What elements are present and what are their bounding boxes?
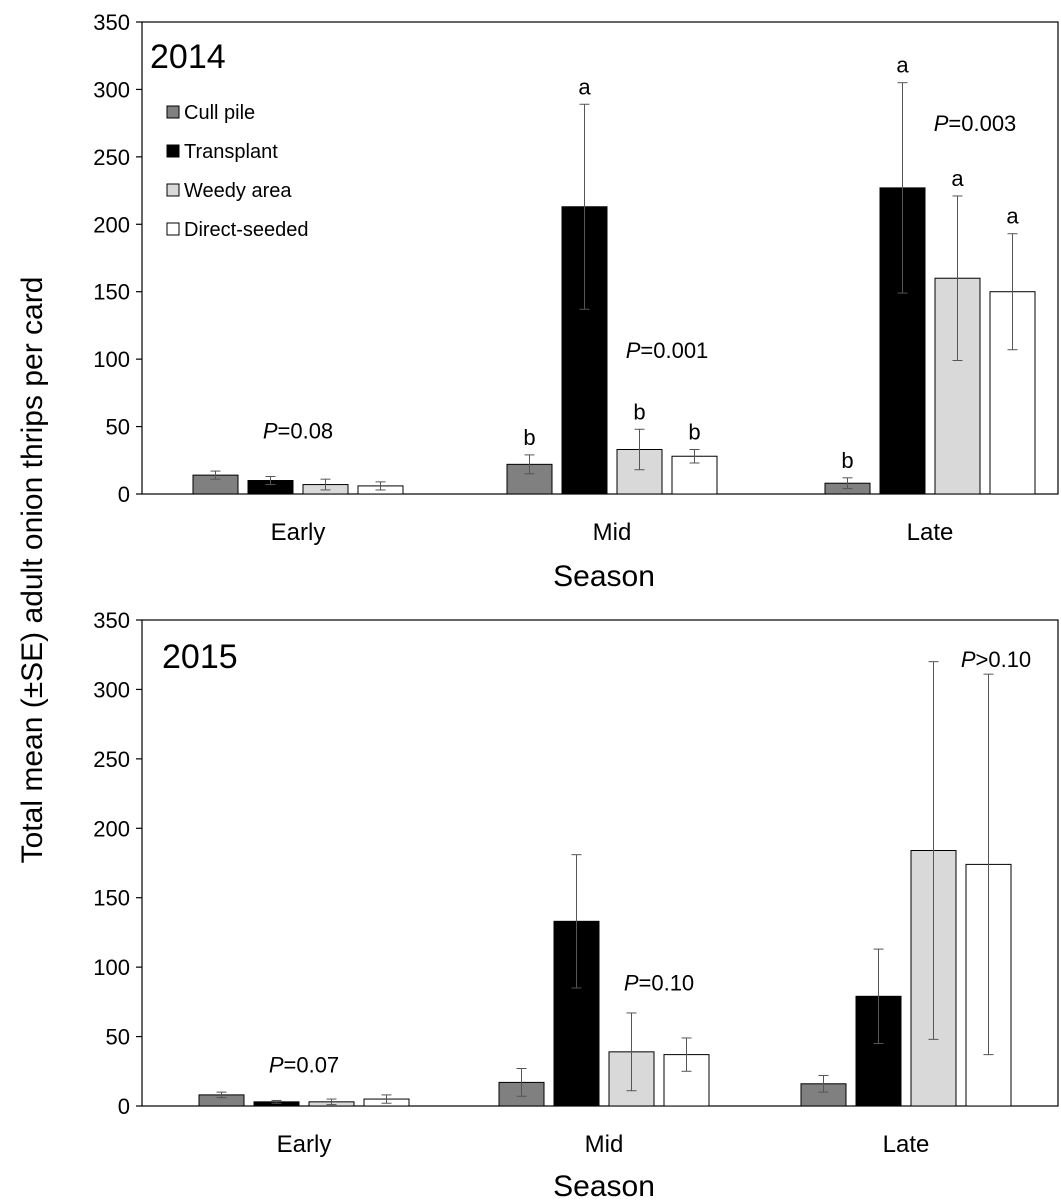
y-tick-label: 100 <box>93 955 130 980</box>
significance-letter: b <box>688 419 700 444</box>
y-tick-label: 150 <box>93 886 130 911</box>
x-category-label: Early <box>271 519 326 546</box>
y-tick-label: 300 <box>93 677 130 702</box>
p-symbol: P <box>269 1053 284 1078</box>
p-value-annotation: P=0.07 <box>269 1053 339 1078</box>
y-tick-label: 350 <box>93 10 130 35</box>
x-category-label: Late <box>883 1131 930 1158</box>
legend-swatch <box>166 105 180 119</box>
x-category-label: Mid <box>593 519 632 546</box>
p-value-text: =0.07 <box>284 1053 340 1078</box>
x-axis-title: Season <box>553 1170 655 1201</box>
y-tick-label: 50 <box>106 415 130 440</box>
plot-area-frame <box>141 619 1059 1107</box>
legend-entry: Weedy area <box>184 180 292 202</box>
significance-letter: a <box>578 74 591 99</box>
p-symbol: P <box>961 647 976 672</box>
p-symbol: P <box>934 111 949 136</box>
significance-letter: a <box>1006 204 1019 229</box>
p-value-text: >0.10 <box>976 647 1032 672</box>
y-tick-label: 0 <box>118 1094 130 1119</box>
y-tick-label: 150 <box>93 280 130 305</box>
legend: Cull pile Transplant Weedy area Direct-seed… <box>166 102 309 241</box>
p-value-annotation: P=0.003 <box>934 111 1017 136</box>
x-category-label: Mid <box>585 1131 624 1158</box>
y-tick-label: 50 <box>106 1025 130 1050</box>
legend-entry: Transplant <box>184 141 278 163</box>
panel-2014: 050100150200250300350bbababaaP=0.08P=0.0… <box>93 10 1059 593</box>
significance-letter: b <box>633 399 645 424</box>
legend-swatch <box>166 144 180 158</box>
p-value-annotation: P=0.10 <box>624 971 694 996</box>
y-tick-label: 200 <box>93 212 130 237</box>
y-tick-label: 300 <box>93 77 130 102</box>
p-value-text: =0.003 <box>948 111 1016 136</box>
p-symbol: P <box>624 971 639 996</box>
legend-entry: Cull pile <box>184 102 255 124</box>
x-category-label: Late <box>907 519 954 546</box>
p-value-text: =0.10 <box>639 971 695 996</box>
panel-year-label: 2015 <box>162 638 238 676</box>
y-tick-label: 250 <box>93 747 130 772</box>
legend-swatch <box>166 183 180 197</box>
significance-letter: b <box>523 425 535 450</box>
p-value-text: =0.001 <box>640 338 708 363</box>
p-value-annotation: P>0.10 <box>961 647 1031 672</box>
p-value-text: =0.08 <box>278 419 334 444</box>
y-tick-label: 200 <box>93 816 130 841</box>
p-symbol: P <box>626 338 641 363</box>
significance-letter: a <box>896 53 909 78</box>
y-tick-label: 100 <box>93 347 130 372</box>
panel-year-label: 2014 <box>150 38 226 76</box>
y-tick-label: 350 <box>93 608 130 633</box>
p-symbol: P <box>263 419 278 444</box>
p-value-annotation: P=0.001 <box>626 338 709 363</box>
y-axis-title: Total mean (±SE) adult onion thrips per … <box>16 277 49 864</box>
significance-letter: a <box>951 166 964 191</box>
legend-swatch <box>166 222 180 236</box>
p-value-annotation: P=0.08 <box>263 419 333 444</box>
y-tick-label: 250 <box>93 145 130 170</box>
y-tick-label: 0 <box>118 482 130 507</box>
x-axis-title: Season <box>553 560 655 593</box>
legend-entry: Direct-seeded <box>184 219 309 241</box>
panel-2015: 050100150200250300350P=0.07P=0.10P>0.10E… <box>93 608 1059 1201</box>
x-category-label: Early <box>277 1131 332 1158</box>
significance-letter: b <box>841 448 853 473</box>
